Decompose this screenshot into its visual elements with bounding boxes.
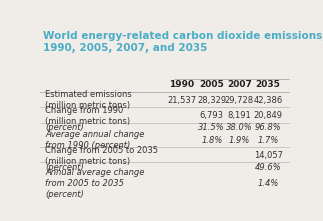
Text: 8,191: 8,191 [227, 111, 251, 120]
Text: Average annual change
from 1990 (percent): Average annual change from 1990 (percent… [45, 130, 145, 150]
Text: 1.4%: 1.4% [257, 179, 279, 188]
Text: 96.8%: 96.8% [255, 124, 282, 132]
Text: 1.9%: 1.9% [229, 135, 250, 145]
Text: 29,728: 29,728 [225, 96, 254, 105]
Text: 2007: 2007 [227, 80, 252, 89]
Text: 14,057: 14,057 [254, 151, 283, 160]
Text: 42,386: 42,386 [254, 96, 283, 105]
Text: Estimated emissions
(million metric tons): Estimated emissions (million metric tons… [45, 90, 132, 110]
Text: 2035: 2035 [256, 80, 281, 89]
Text: 31.5%: 31.5% [198, 124, 225, 132]
Text: 49.6%: 49.6% [255, 163, 282, 172]
Text: World energy-related carbon dioxide emissions,
1990, 2005, 2007, and 2035: World energy-related carbon dioxide emis… [43, 31, 323, 53]
Text: 1.7%: 1.7% [257, 135, 279, 145]
Text: 6,793: 6,793 [200, 111, 224, 120]
Text: Change from 2005 to 2035
(million metric tons): Change from 2005 to 2035 (million metric… [45, 146, 158, 166]
Text: Annual average change
from 2005 to 2035
(percent): Annual average change from 2005 to 2035 … [45, 168, 145, 199]
Text: 21,537: 21,537 [167, 96, 196, 105]
Text: Change from 1990
(million metric tons): Change from 1990 (million metric tons) [45, 106, 130, 126]
Text: 20,849: 20,849 [254, 111, 283, 120]
Text: 28,329: 28,329 [197, 96, 226, 105]
Text: 38.0%: 38.0% [226, 124, 253, 132]
Text: (percent): (percent) [45, 163, 84, 172]
Text: (percent): (percent) [45, 124, 84, 132]
Text: 1.8%: 1.8% [201, 135, 223, 145]
Text: 2005: 2005 [200, 80, 224, 89]
Text: 1990: 1990 [169, 80, 194, 89]
